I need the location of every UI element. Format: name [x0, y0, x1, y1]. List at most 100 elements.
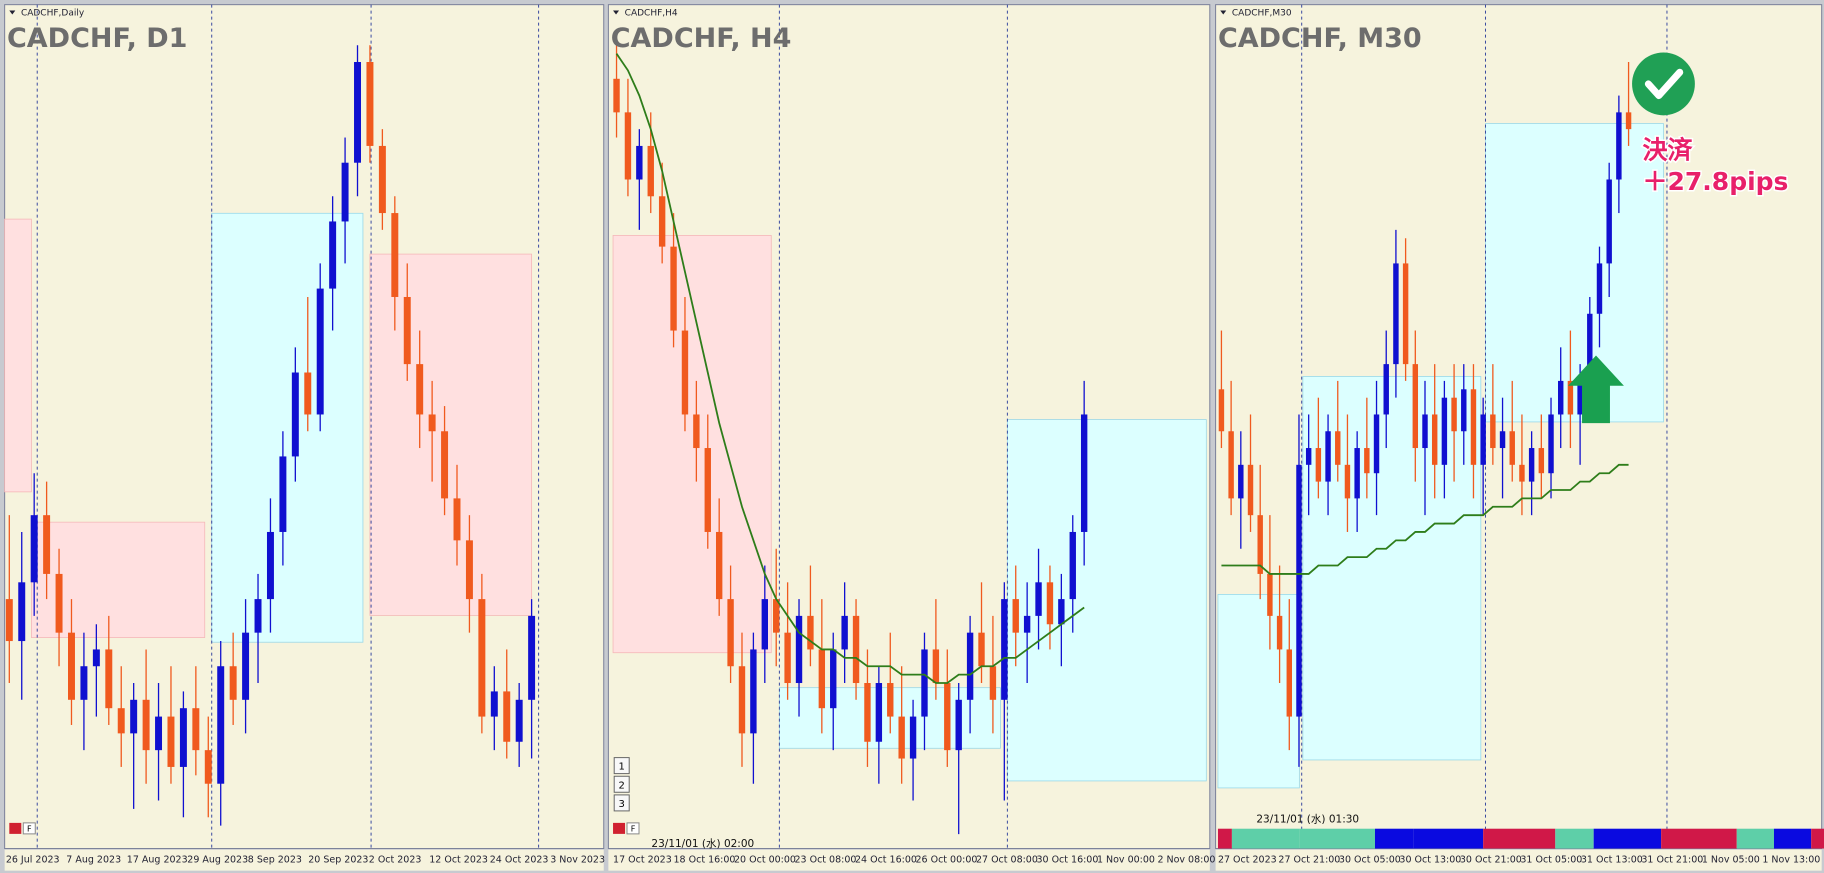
axis-bar — [608, 849, 1210, 871]
candle-body — [1567, 380, 1574, 415]
moving-average — [1221, 463, 1629, 575]
check-badge — [1632, 52, 1695, 116]
candle-body — [453, 498, 461, 541]
close-button[interactable] — [613, 822, 626, 834]
candle-body — [1470, 389, 1477, 465]
zone — [1302, 376, 1482, 761]
candle-body — [1558, 380, 1564, 415]
candle-body — [441, 431, 449, 499]
candle-body — [1276, 615, 1283, 650]
candle-body — [43, 515, 51, 574]
candle-body — [898, 716, 905, 759]
scale-button[interactable] — [613, 757, 630, 775]
session-bar — [1483, 828, 1556, 849]
x-tick-label: 12 Oct 2023 — [429, 855, 488, 866]
candle-body — [266, 531, 274, 600]
candle-body — [1286, 649, 1292, 717]
panel-label: CADCHF,M30 — [1232, 8, 1292, 18]
candle-body — [403, 296, 411, 365]
x-tick-label: 1 Nov 05:00 — [1702, 855, 1760, 866]
candle-body — [978, 632, 985, 667]
candle-body — [242, 632, 250, 700]
panel-arrow — [613, 10, 620, 15]
x-tick-label: 30 Oct 16:00 — [1036, 855, 1098, 866]
candle-body — [1548, 414, 1554, 474]
control-label: F — [631, 824, 636, 833]
candle-body — [229, 666, 237, 700]
candle-body — [378, 145, 386, 214]
candle-body — [341, 162, 349, 222]
zone — [1217, 594, 1300, 789]
chart-title: CADCHF, M30 — [1218, 23, 1422, 54]
candle-body — [1461, 389, 1467, 432]
x-tick-label: 30 Oct 05:00 — [1339, 855, 1401, 866]
x-tick-label: 1 Nov 13:00 — [1762, 855, 1820, 866]
control[interactable] — [626, 822, 640, 835]
candle-body — [944, 683, 951, 751]
candle-body — [1441, 397, 1448, 465]
axis-bar — [1215, 849, 1822, 871]
chart-title: CADCHF, H4 — [611, 23, 792, 54]
candle-body — [217, 666, 225, 784]
x-tick-label: 20 Sep 2023 — [308, 855, 368, 866]
candle-body — [1519, 464, 1525, 482]
candle-body — [1023, 615, 1031, 633]
candle-body — [807, 615, 814, 650]
candle-body — [1035, 582, 1042, 616]
candle-body — [515, 699, 523, 742]
x-tick-label: 2 Nov 08:00 — [1157, 855, 1215, 866]
session-bar — [1299, 828, 1375, 849]
candle-body — [1431, 414, 1438, 465]
candle-body — [727, 599, 734, 667]
candle-body — [1218, 389, 1225, 432]
session-bar — [1413, 828, 1484, 849]
panel-label: CADCHF,H4 — [625, 8, 678, 18]
x-tick-label: 23 Oct 08:00 — [795, 855, 857, 866]
candle-body — [105, 649, 113, 709]
candle-body — [18, 582, 26, 642]
candle-body — [830, 649, 837, 709]
scale-button[interactable] — [613, 794, 630, 812]
scale-button[interactable] — [613, 775, 630, 793]
candle-body — [1012, 599, 1019, 633]
candle-body — [704, 448, 711, 532]
candle-body — [1616, 112, 1622, 180]
candle-body — [1344, 464, 1351, 499]
x-tick-label: 24 Oct 16:00 — [855, 855, 917, 866]
candle-body — [636, 145, 643, 180]
candle-body — [1335, 431, 1341, 465]
candle-body — [1058, 599, 1065, 625]
session-bar — [1773, 828, 1812, 849]
candle-body — [1315, 448, 1322, 482]
candle-body — [416, 364, 424, 415]
candle-body — [761, 599, 768, 650]
candle-body — [366, 62, 374, 146]
candle-body — [1069, 531, 1076, 600]
chart-title: CADCHF, D1 — [7, 23, 188, 54]
candle-body — [1596, 263, 1603, 314]
candle-body — [528, 615, 536, 700]
session-bar — [1593, 828, 1662, 849]
candle-body — [1499, 431, 1506, 449]
x-tick-label: 17 Aug 2023 — [127, 855, 188, 866]
candle-body — [354, 62, 361, 163]
candle-body — [773, 599, 780, 633]
candle-body — [1606, 179, 1612, 264]
x-tick-label: 26 Jul 2023 — [6, 855, 60, 866]
x-tick-label: 30 Oct 21:00 — [1460, 855, 1522, 866]
control[interactable] — [22, 822, 36, 835]
close-button[interactable] — [9, 822, 22, 834]
zone — [612, 235, 772, 654]
panel-arrow — [9, 10, 16, 15]
x-tick-label: 2 Oct 2023 — [369, 855, 422, 866]
candle-body — [329, 221, 337, 289]
candle-body — [1364, 448, 1370, 474]
x-tick-label: 29 Aug 2023 — [187, 855, 248, 866]
candle-body — [503, 691, 511, 742]
candle-body — [1247, 464, 1254, 516]
annotation: ＋27.8pips — [1643, 167, 1789, 196]
scale-button-label: 3 — [619, 799, 625, 810]
candle-body — [1267, 573, 1273, 616]
